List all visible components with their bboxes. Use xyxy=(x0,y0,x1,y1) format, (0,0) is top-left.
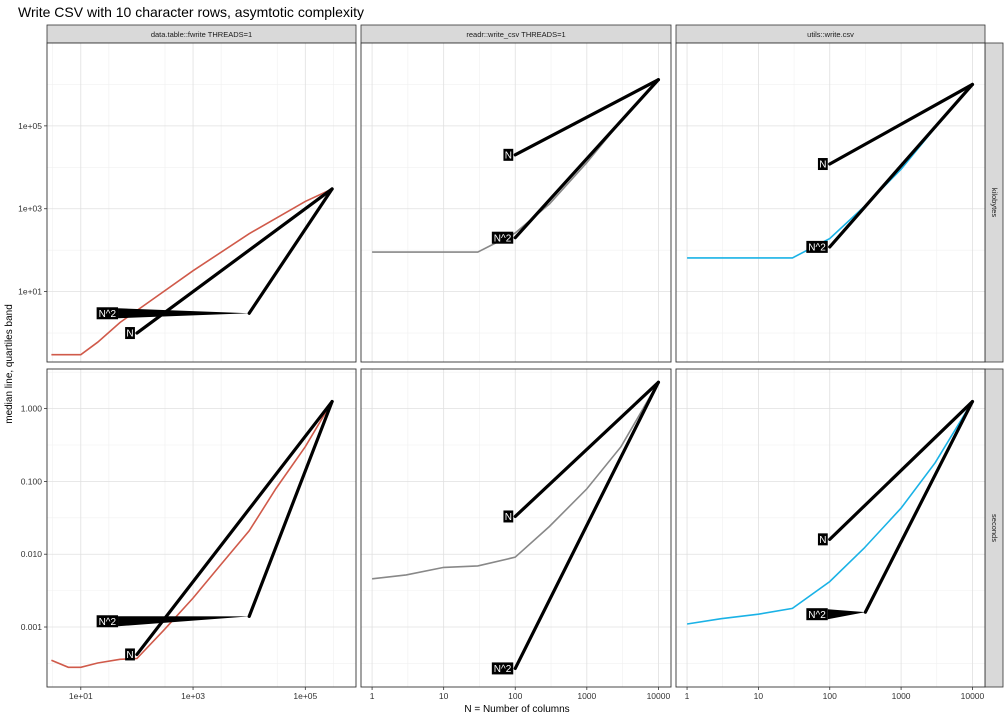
reference-line-N xyxy=(513,78,660,157)
x-tick-label: 1000 xyxy=(577,691,596,701)
plot-area xyxy=(372,380,660,671)
y-tick-label: 0.100 xyxy=(21,476,43,486)
strip-row-label-1: seconds xyxy=(990,514,999,542)
panel-background xyxy=(361,43,671,362)
panel-background xyxy=(676,43,985,362)
label-N2-pointer xyxy=(827,609,866,620)
series-line xyxy=(51,401,333,669)
x-axis-title: N = Number of columns xyxy=(464,704,569,715)
reference-line-N xyxy=(828,399,975,541)
chart-title: Write CSV with 10 character rows, asymto… xyxy=(18,4,364,20)
series-line xyxy=(686,401,974,625)
label-N-box xyxy=(503,148,514,161)
label-N2: N^2 xyxy=(808,610,826,621)
panel-border xyxy=(360,42,672,363)
strip-col-label-2: utils::write.csv xyxy=(807,30,854,39)
label-N-box xyxy=(125,327,135,340)
reference-line-N xyxy=(135,399,334,657)
reference-line-N xyxy=(135,187,334,335)
panel-border xyxy=(675,368,986,688)
label-N: N xyxy=(505,512,512,523)
label-N2: N^2 xyxy=(494,664,512,675)
label-N2-pointer xyxy=(118,616,250,627)
x-tick-label: 100 xyxy=(823,691,837,701)
panel-background xyxy=(676,369,985,687)
plot-area xyxy=(51,399,334,669)
label-N: N xyxy=(819,160,826,171)
label-N: N xyxy=(126,329,133,340)
reference-line-N2 xyxy=(513,78,660,240)
label-N-box xyxy=(817,533,828,546)
panel-2-0: N^2 N xyxy=(675,42,986,363)
label-N: N xyxy=(819,535,826,546)
x-tick-label: 100 xyxy=(508,691,522,701)
plot-area xyxy=(686,399,975,625)
label-N2-box xyxy=(806,240,828,253)
y-tick-label: 0.010 xyxy=(21,549,43,559)
panel-background xyxy=(47,369,356,687)
y-tick-label: 0.001 xyxy=(21,622,43,632)
x-tick-label: 10000 xyxy=(961,691,985,701)
label-N2-box xyxy=(806,608,828,621)
x-tick-label: 1 xyxy=(370,691,375,701)
panel-border xyxy=(360,368,672,688)
label-N2: N^2 xyxy=(99,309,117,320)
label-N2: N^2 xyxy=(808,242,826,253)
label-N2: N^2 xyxy=(494,233,512,244)
x-tick-label: 1e+05 xyxy=(293,691,317,701)
panel-background xyxy=(361,369,671,687)
label-N: N xyxy=(126,650,133,661)
strip-row-label-0: kilobytes xyxy=(990,188,999,217)
reference-line-N2 xyxy=(247,399,334,618)
label-N2-pointer xyxy=(118,308,250,319)
label-N: N xyxy=(505,150,512,161)
y-tick-label: 1e+01 xyxy=(18,287,42,297)
reference-line-N2 xyxy=(863,399,975,614)
label-N2-box xyxy=(491,231,514,244)
panel-0-0: 1e+01 1e+03 1e+05 N^2 N xyxy=(18,42,357,363)
x-tick-label: 1 xyxy=(685,691,690,701)
reference-line-N2 xyxy=(828,82,975,249)
panel-1-1: 1 10 100 1000 10000 N^2 N xyxy=(360,368,672,701)
facet-panels: data.table::fwrite THREADS=1 readr::write… xyxy=(18,24,1004,701)
plot-area xyxy=(372,78,660,253)
series-line xyxy=(372,381,660,580)
label-N-box xyxy=(125,648,135,661)
reference-line-N2 xyxy=(247,187,334,315)
x-tick-label: 1e+01 xyxy=(69,691,93,701)
y-tick-label: 1e+03 xyxy=(18,204,42,214)
label-N2-box xyxy=(96,307,119,320)
panel-border xyxy=(675,42,986,363)
x-tick-label: 10 xyxy=(439,691,449,701)
x-tick-label: 1000 xyxy=(892,691,911,701)
x-tick-label: 1e+03 xyxy=(181,691,205,701)
label-N-box xyxy=(503,510,514,523)
reference-line-N2 xyxy=(513,380,660,671)
label-N2: N^2 xyxy=(99,617,117,628)
label-N2-box xyxy=(96,615,119,628)
panel-border xyxy=(46,42,357,363)
reference-line-N xyxy=(828,82,975,166)
panel-1-0: N^2 N xyxy=(360,42,672,363)
x-tick-label: 10000 xyxy=(647,691,671,701)
label-N2-box xyxy=(491,662,514,675)
x-tick-label: 10 xyxy=(754,691,764,701)
y-tick-label: 1.000 xyxy=(21,404,43,414)
label-N-box xyxy=(817,158,828,171)
panel-border xyxy=(46,368,357,688)
strip-col-label-1: readr::write_csv THREADS=1 xyxy=(466,30,565,39)
reference-line-N xyxy=(513,380,660,519)
panel-0-1: 1e+01 1e+03 1e+05 0.001 0.010 0.100 1.000 N^2 N xyxy=(21,368,357,701)
y-axis-title: median line, quartiles band xyxy=(4,304,15,424)
strip-col-label-0: data.table::fwrite THREADS=1 xyxy=(151,30,252,39)
y-tick-label: 1e+05 xyxy=(18,121,42,131)
plot-area xyxy=(687,82,975,259)
panel-2-1: 1 10 100 1000 10000 N^2 N xyxy=(675,368,986,701)
